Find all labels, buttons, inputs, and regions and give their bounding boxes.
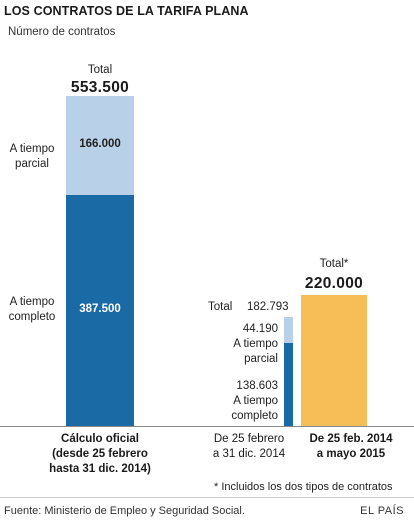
source-note: Fuente: Ministerio de Empleo y Seguridad…	[4, 505, 245, 517]
category-label-2-line2: a 31 dic. 2014	[212, 448, 286, 460]
bar2-full-time-label-line2: completo	[231, 410, 278, 422]
bar1-total-caption: Total	[87, 64, 113, 76]
bar2-total-caption: Total	[208, 301, 233, 313]
bar1-full-time-value: 387.500	[79, 303, 121, 316]
bar2-total-value: 182.793	[247, 301, 289, 313]
bar2-full-time-annotation: 138.603 A tiempo completo	[200, 379, 278, 424]
category-label-3-line1: De 25 feb. 2014	[309, 433, 393, 445]
bar2-part-time-value: 44.190	[242, 323, 278, 335]
footer-divider	[0, 497, 414, 498]
category-label-3-line2: a mayo 2015	[316, 448, 386, 460]
brand-logo: EL PAÍS	[360, 505, 404, 517]
bar1-total-value: 553.500	[70, 79, 130, 96]
bar3-total-segment	[301, 294, 367, 426]
part-time-label-line2: parcial	[15, 158, 49, 170]
bar1-part-time-segment	[66, 96, 134, 195]
bar2-full-time-value: 138.603	[236, 380, 278, 392]
x-axis-line	[0, 426, 414, 427]
category-label-1: Cálculo oficial (desde 25 febrero hasta …	[30, 432, 170, 477]
bar2-full-time-segment	[284, 343, 293, 426]
category-label-2: De 25 febrero a 31 dic. 2014	[204, 432, 294, 462]
category-label-1-line3: hasta 31 dic. 2014)	[49, 463, 151, 475]
bar2-full-time-label-line1: A tiempo	[233, 395, 278, 407]
category-label-1-line2: (desde 25 febrero	[52, 448, 148, 460]
category-label-1-line1: Cálculo oficial	[61, 433, 139, 445]
part-time-label: A tiempo parcial	[0, 142, 64, 172]
category-label-3: De 25 feb. 2014 a mayo 2015	[296, 432, 406, 462]
bar3-total-caption: Total*	[319, 258, 349, 270]
chart-title: LOS CONTRATOS DE LA TARIFA PLANA	[4, 4, 249, 18]
footnote: * Incluidos los dos tipos de contratos	[214, 481, 393, 493]
bar2-part-time-segment	[284, 317, 293, 344]
bar3-total-value: 220.000	[304, 275, 364, 292]
chart-subtitle: Número de contratos	[8, 26, 116, 38]
bar1-full-time-segment	[66, 194, 134, 426]
bar2-part-time-label-line2: parcial	[244, 353, 278, 365]
category-label-2-line1: De 25 febrero	[213, 433, 285, 445]
full-time-label-line2: completo	[8, 311, 56, 323]
bar2-part-time-annotation: 44.190 A tiempo parcial	[200, 322, 278, 367]
bar2-part-time-label-line1: A tiempo	[233, 338, 278, 350]
full-time-label: A tiempo completo	[0, 295, 64, 325]
part-time-label-line1: A tiempo	[9, 143, 55, 155]
full-time-label-line1: A tiempo	[9, 296, 55, 308]
bar1-part-time-value: 166.000	[79, 138, 121, 151]
